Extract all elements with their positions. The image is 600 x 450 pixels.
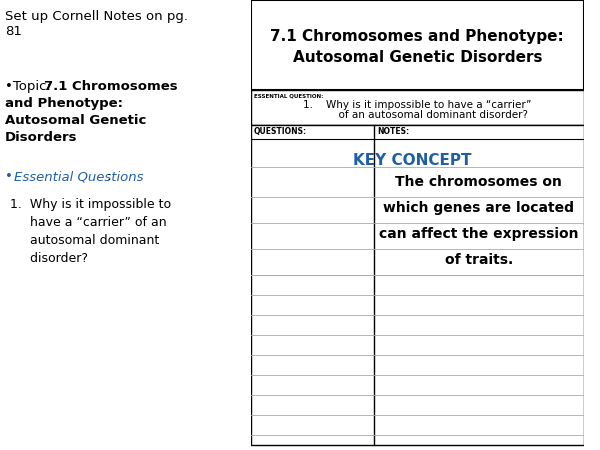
- Text: 7.1 Chromosomes and Phenotype:: 7.1 Chromosomes and Phenotype:: [271, 30, 564, 45]
- Text: Set up Cornell Notes on pg.
81: Set up Cornell Notes on pg. 81: [5, 10, 188, 38]
- Text: of traits.: of traits.: [445, 253, 513, 267]
- Text: QUESTIONS:: QUESTIONS:: [254, 127, 307, 136]
- Text: have a “carrier” of an: have a “carrier” of an: [10, 216, 166, 229]
- Text: •: •: [5, 170, 13, 183]
- Text: Essential Questions: Essential Questions: [14, 170, 143, 183]
- Text: :: :: [106, 170, 110, 183]
- Text: can affect the expression: can affect the expression: [379, 227, 578, 241]
- Text: Disorders: Disorders: [5, 131, 77, 144]
- Text: The chromosomes on: The chromosomes on: [395, 175, 562, 189]
- Text: of an autosomal dominant disorder?: of an autosomal dominant disorder?: [307, 111, 529, 121]
- Text: 7.1 Chromosomes: 7.1 Chromosomes: [44, 80, 178, 93]
- FancyBboxPatch shape: [251, 125, 584, 445]
- Text: ESSENTIAL QUESTION:: ESSENTIAL QUESTION:: [254, 93, 323, 98]
- Text: 1.    Why is it impossible to have a “carrier”: 1. Why is it impossible to have a “carri…: [303, 99, 532, 109]
- FancyBboxPatch shape: [251, 90, 584, 125]
- FancyBboxPatch shape: [0, 0, 251, 450]
- Text: •Topic:: •Topic:: [5, 80, 55, 93]
- Text: KEY CONCEPT: KEY CONCEPT: [353, 153, 472, 168]
- FancyBboxPatch shape: [251, 0, 584, 90]
- Text: 1.  Why is it impossible to: 1. Why is it impossible to: [10, 198, 171, 211]
- Text: NOTES:: NOTES:: [377, 127, 409, 136]
- Text: autosomal dominant: autosomal dominant: [10, 234, 159, 247]
- Text: which genes are located: which genes are located: [383, 201, 574, 215]
- Text: disorder?: disorder?: [10, 252, 88, 265]
- Text: Autosomal Genetic Disorders: Autosomal Genetic Disorders: [293, 50, 542, 64]
- Text: Autosomal Genetic: Autosomal Genetic: [5, 114, 146, 127]
- Text: and Phenotype:: and Phenotype:: [5, 97, 123, 110]
